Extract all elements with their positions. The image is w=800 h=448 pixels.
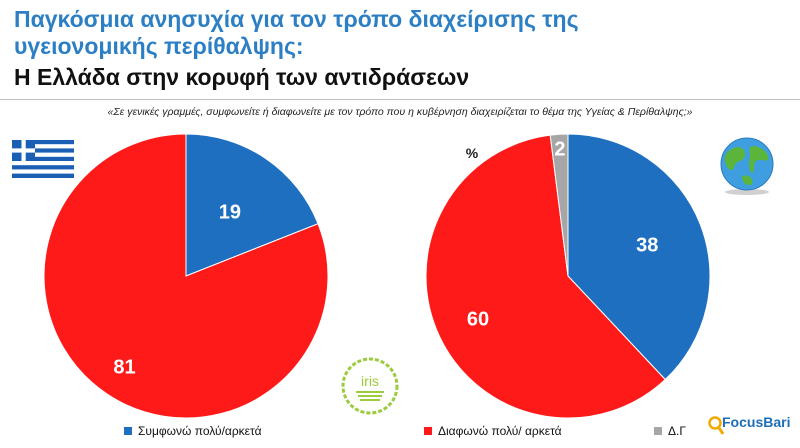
greece-slice-0 xyxy=(185,133,319,277)
focusbari-logo: FocusBari xyxy=(708,414,796,444)
title-line-2: υγειονομικής περίθαλψης: xyxy=(14,33,304,59)
pie-chart-global: 38 60 2 xyxy=(425,133,711,419)
global-slice-1 xyxy=(425,134,666,419)
percent-unit-label: % xyxy=(466,145,479,161)
iris-logo-icon: iris xyxy=(341,357,399,415)
legend-item-dk: Δ.Γ xyxy=(654,424,686,438)
svg-text:iris: iris xyxy=(361,373,379,389)
legend-label-disagree: Διαφωνώ πολύ/ αρκετά xyxy=(438,424,562,438)
legend-swatch-agree xyxy=(124,427,132,435)
greece-slice-1 xyxy=(43,133,329,419)
title-line-1: Παγκόσμια ανησυχία για τον τρόπο διαχείρ… xyxy=(14,6,579,32)
global-label-1: 60 xyxy=(467,308,489,330)
global-label-2: 2 xyxy=(554,138,565,160)
global-slice-2 xyxy=(549,133,569,277)
divider xyxy=(0,99,800,100)
legend-swatch-disagree xyxy=(424,427,432,435)
legend-swatch-dk xyxy=(654,427,662,435)
legend-label-agree: Συμφωνώ πολύ/αρκετά xyxy=(138,424,262,438)
legend-item-disagree: Διαφωνώ πολύ/ αρκετά xyxy=(424,424,562,438)
greece-label-0: 19 xyxy=(219,201,241,223)
legend-item-agree: Συμφωνώ πολύ/αρκετά xyxy=(124,424,262,438)
global-label-0: 38 xyxy=(636,235,658,257)
legend-label-dk: Δ.Γ xyxy=(668,424,686,438)
global-slice-0 xyxy=(567,133,711,381)
survey-question: «Σε γενικές γραμμές, συμφωνείτε ή διαφων… xyxy=(107,106,693,118)
page-title: Παγκόσμια ανησυχία για τον τρόπο διαχείρ… xyxy=(14,6,579,60)
greek-flag-icon xyxy=(12,140,74,178)
focusbari-logo-text: FocusBari xyxy=(722,414,791,430)
greece-label-1: 81 xyxy=(113,356,135,378)
page-subtitle: Η Ελλάδα στην κορυφή των αντιδράσεων xyxy=(14,64,470,90)
globe-icon xyxy=(720,137,774,195)
focusbari-logo-icon xyxy=(708,416,724,435)
